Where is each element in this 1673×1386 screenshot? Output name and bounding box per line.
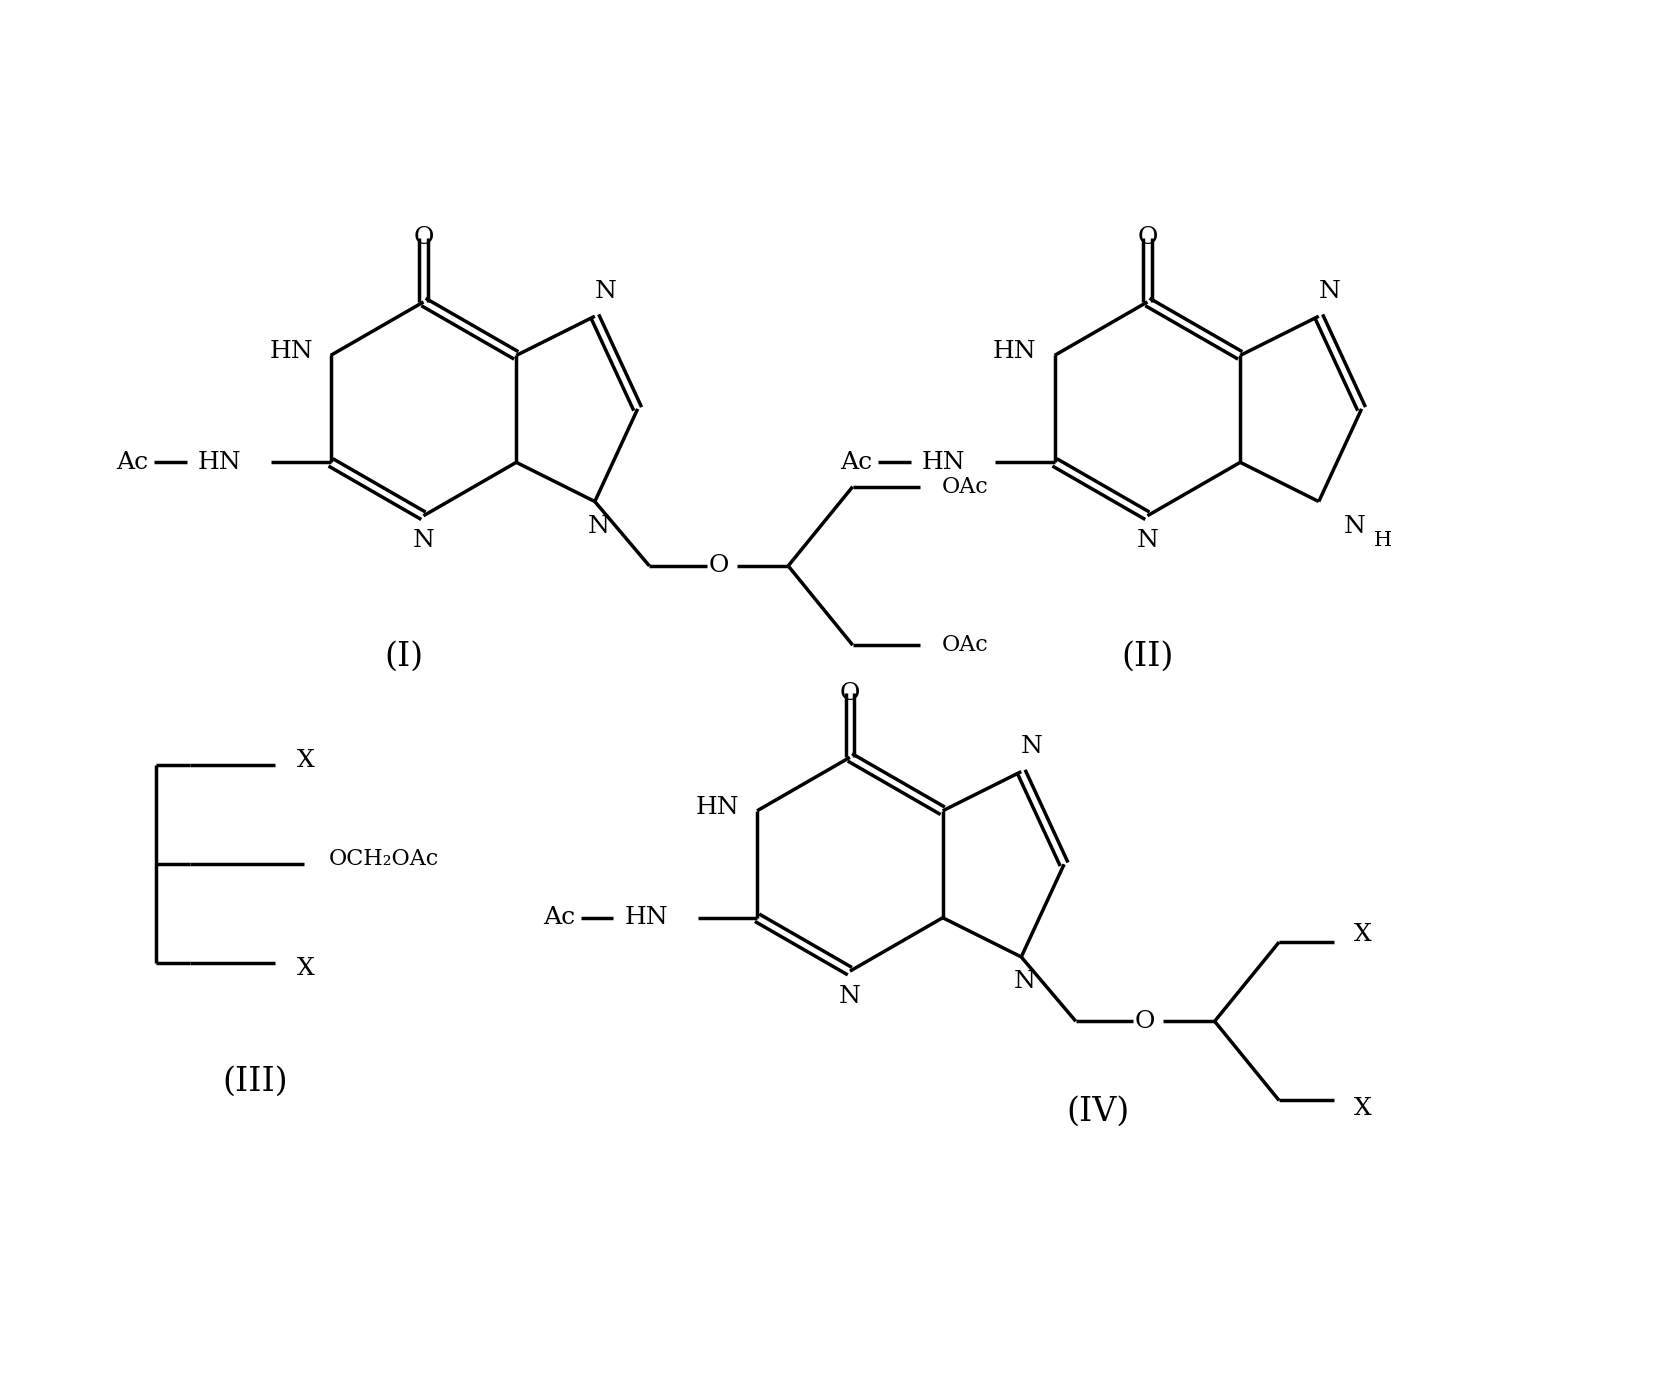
Text: HN: HN	[624, 906, 668, 929]
Text: (I): (I)	[383, 640, 423, 672]
Text: N: N	[587, 516, 609, 538]
Text: O: O	[708, 554, 728, 578]
Text: N: N	[1136, 529, 1158, 552]
Text: OCH₂OAc: OCH₂OAc	[330, 848, 440, 870]
Text: N: N	[594, 280, 616, 302]
Text: N: N	[838, 984, 860, 1008]
Text: Ac: Ac	[542, 906, 574, 929]
Text: OAc: OAc	[942, 475, 989, 498]
Text: HN: HN	[197, 450, 241, 474]
Text: N: N	[1318, 280, 1340, 302]
Text: (IV): (IV)	[1066, 1096, 1129, 1128]
Text: Ac: Ac	[840, 450, 872, 474]
Text: N: N	[412, 529, 433, 552]
Text: (II): (II)	[1121, 640, 1173, 672]
Text: O: O	[1136, 226, 1158, 249]
Text: N: N	[1014, 970, 1036, 994]
Text: O: O	[413, 226, 433, 249]
Text: X: X	[296, 748, 315, 772]
Text: N: N	[1021, 735, 1042, 758]
Text: (III): (III)	[223, 1066, 288, 1098]
Text: Ac: Ac	[115, 450, 149, 474]
Text: N: N	[1343, 516, 1365, 538]
Text: HN: HN	[922, 450, 965, 474]
Text: HN: HN	[992, 341, 1036, 363]
Text: X: X	[1353, 923, 1370, 945]
Text: HN: HN	[696, 796, 739, 819]
Text: H: H	[1374, 531, 1392, 550]
Text: HN: HN	[269, 341, 313, 363]
Text: X: X	[296, 956, 315, 980]
Text: OAc: OAc	[942, 633, 989, 656]
Text: O: O	[1134, 1010, 1154, 1033]
Text: O: O	[840, 682, 860, 704]
Text: X: X	[1353, 1096, 1370, 1120]
